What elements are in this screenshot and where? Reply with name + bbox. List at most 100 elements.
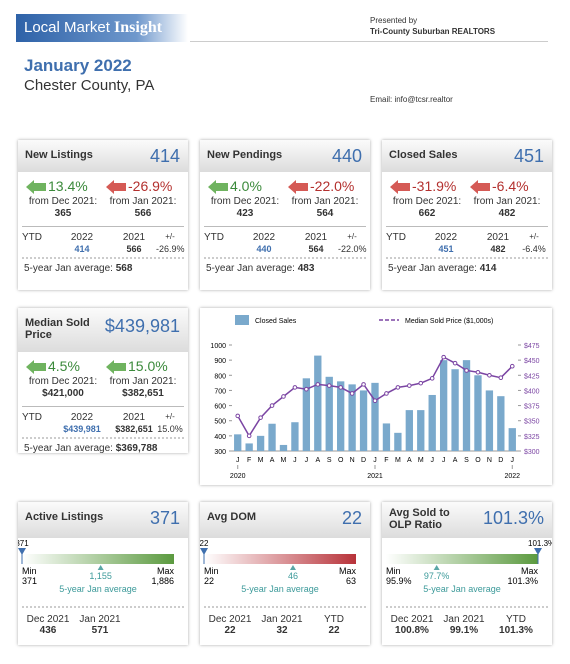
price-marker xyxy=(281,394,286,399)
average-label: 5-year Jan average: xyxy=(388,263,477,274)
ytd-label: +/- xyxy=(165,232,175,241)
min-label: Min xyxy=(204,566,219,576)
x-tick-label: M xyxy=(418,457,424,464)
bar xyxy=(325,376,333,451)
x-tick-label: J xyxy=(293,457,297,464)
bar xyxy=(474,375,482,451)
bar xyxy=(462,360,471,451)
average-value: 1,155 xyxy=(89,571,112,581)
average-value: $369,788 xyxy=(115,443,158,454)
x-tick-label: J xyxy=(442,457,446,464)
y-tick-label: 700 xyxy=(214,388,226,395)
card-value: 101.3% xyxy=(482,508,544,528)
average-marker xyxy=(289,565,296,570)
stat-label: Dec 2021 xyxy=(26,614,70,625)
bar xyxy=(417,410,425,451)
change-pct: 4.0% xyxy=(230,178,262,194)
change-from: from Dec 2021: xyxy=(210,196,280,207)
max-value: 63 xyxy=(346,576,356,586)
x-tick-label: J xyxy=(511,457,515,464)
dotted-rule xyxy=(22,606,184,608)
price-marker xyxy=(441,354,446,360)
x-tick-label: A xyxy=(453,457,458,464)
y2-tick-label: $475 xyxy=(524,343,540,350)
bar xyxy=(337,381,345,451)
average-label: 5-year Jan average: xyxy=(24,263,113,274)
bar xyxy=(451,369,459,451)
y2-tick-label: $375 xyxy=(524,404,540,411)
graphic xyxy=(106,180,126,194)
price-marker xyxy=(326,383,332,388)
price-marker xyxy=(349,391,355,396)
y-tick-label: 900 xyxy=(214,358,226,365)
card-value: 22 xyxy=(341,508,362,528)
year-label: 2021 xyxy=(367,473,383,480)
y2-tick-label: $300 xyxy=(524,449,540,456)
ytd-value: 451 xyxy=(438,244,454,254)
x-tick-label: M xyxy=(281,457,287,464)
y-tick-label: 400 xyxy=(214,434,226,441)
ytd-value: 440 xyxy=(256,244,272,254)
card-value: $439,981 xyxy=(104,316,180,336)
gauge-card: Active Listings 371 371 1,155 5-year Jan ave… xyxy=(18,502,188,645)
graphic xyxy=(106,360,126,374)
year-label: 2022 xyxy=(504,473,520,480)
price-marker xyxy=(509,363,515,369)
gauge-bar xyxy=(204,554,356,564)
y2-tick-label: $325 xyxy=(524,434,540,441)
graphic xyxy=(26,360,46,374)
ytd-value: 566 xyxy=(126,244,142,254)
change-from: from Dec 2021: xyxy=(392,196,462,207)
stat-value: 101.3% xyxy=(499,625,533,636)
stat-value: 100.8% xyxy=(395,625,429,636)
change-pct: -6.4% xyxy=(492,178,529,194)
current-marker xyxy=(18,548,26,555)
ytd-label: YTD xyxy=(386,232,406,243)
price-marker xyxy=(429,376,435,381)
change-pct: -26.9% xyxy=(128,178,173,194)
graphic xyxy=(208,180,228,194)
graphic xyxy=(390,180,410,194)
bar xyxy=(348,384,356,451)
card-value: 440 xyxy=(331,146,362,166)
bar xyxy=(508,428,516,451)
change-pct: 13.4% xyxy=(48,178,88,194)
ytd-label: +/- xyxy=(165,412,175,421)
dotted-rule xyxy=(386,257,548,259)
price-marker xyxy=(395,385,401,390)
area: Chester County, PA xyxy=(24,77,155,94)
change-from: from Dec 2021: xyxy=(28,196,98,207)
change-pct: 15.0% xyxy=(128,358,168,374)
price-marker xyxy=(384,391,389,396)
y-tick-label: 1000 xyxy=(210,343,226,350)
stat-value: 22 xyxy=(224,625,236,636)
average-value: 46 xyxy=(288,571,298,581)
price-marker xyxy=(361,382,366,387)
brand-banner xyxy=(16,14,188,42)
dotted-rule xyxy=(386,606,548,608)
org: Tri-County Suburban REALTORS xyxy=(370,27,496,36)
ytd-value: 414 xyxy=(74,244,90,254)
stat-card: New Pendings 440 4.0% from Dec 2021: 423 -22.… xyxy=(200,140,370,290)
ytd-label: +/- xyxy=(529,232,539,241)
change-pct: 4.5% xyxy=(48,358,80,374)
price-marker xyxy=(292,385,298,390)
x-tick-label: S xyxy=(464,457,469,464)
y-tick-label: 500 xyxy=(214,419,226,426)
price-marker xyxy=(475,369,481,375)
price-marker xyxy=(487,372,492,378)
change-base: 482 xyxy=(498,208,516,219)
ytd-label: YTD xyxy=(22,412,42,423)
card-title: Active Listings xyxy=(25,511,104,523)
change-base: $421,000 xyxy=(42,388,84,399)
x-tick-label: D xyxy=(361,457,366,464)
average: 5-year Jan average: 568 xyxy=(24,263,132,274)
price-marker xyxy=(372,398,378,404)
ytd-label: 2022 xyxy=(434,232,458,243)
max-value: 1,886 xyxy=(151,576,174,586)
bar xyxy=(245,443,253,451)
bar xyxy=(371,382,379,451)
dotted-rule xyxy=(204,257,366,259)
